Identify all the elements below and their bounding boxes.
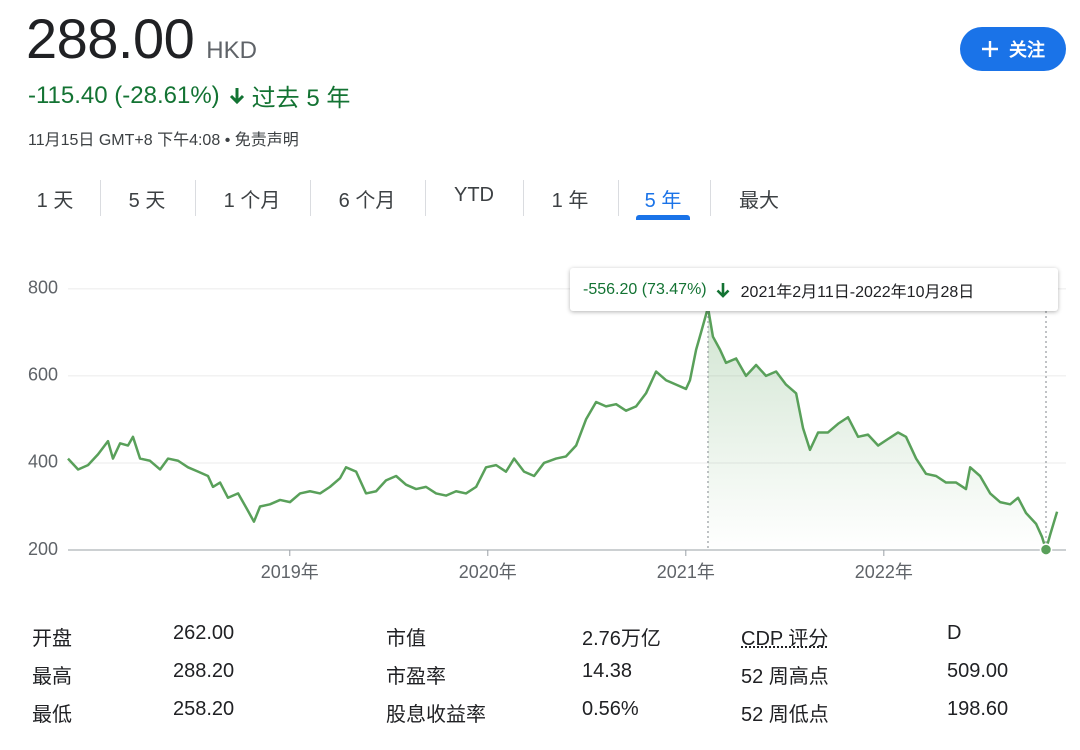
tab-separator <box>100 180 101 216</box>
chart: 200 400 600 800 2019年 2020年 2021年 2022年 <box>28 278 1066 582</box>
range-tooltip: -556.20 (73.47%) 2021年2月11日-2022年10月28日 <box>570 268 1058 311</box>
tab-underline <box>636 215 690 220</box>
stat-value: 258.20 <box>173 698 235 720</box>
tab[interactable]: 最大 <box>739 190 779 212</box>
stat-value: 14.38 <box>582 660 633 682</box>
range-dates: 2021年2月11日-2022年10月28日 <box>740 283 975 301</box>
stat-value: 262.00 <box>173 622 235 644</box>
stat-value: 0.56% <box>582 698 639 720</box>
period: 过去 5 年 <box>251 85 351 112</box>
stat-label: 股息收益率 <box>386 704 486 726</box>
down-arrow <box>229 87 244 104</box>
tab[interactable]: 1 年 <box>551 190 589 212</box>
x-tick-label: 2020年 <box>459 562 517 582</box>
separator: • <box>224 132 231 149</box>
change-row: -115.40 (-28.61%) 过去 5 年 <box>28 78 350 113</box>
tab[interactable]: 6 个月 <box>338 190 396 212</box>
tab-separator <box>310 180 311 216</box>
stat-value: 2.76万亿 <box>582 628 661 650</box>
price-row: 288.00 HKD <box>26 6 257 71</box>
price: 288.00 <box>26 7 195 70</box>
timestamp: 11月15日 GMT+8 下午4:08 <box>28 132 221 149</box>
stat-label: 开盘 <box>32 628 72 650</box>
tab-separator <box>195 180 196 216</box>
stat-value: D <box>947 622 962 644</box>
stat-label[interactable]: CDP 评分 <box>741 628 829 650</box>
x-tick-label: 2019年 <box>261 562 319 582</box>
tab-separator <box>523 180 524 216</box>
price-line <box>67 306 1059 551</box>
timestamp-row: 11月15日 GMT+8 下午4:08 • 免责声明 <box>28 126 299 150</box>
tab[interactable]: 1 天 <box>36 190 74 212</box>
tab[interactable]: 5 年 <box>644 190 682 212</box>
stat-value: 288.20 <box>173 660 235 682</box>
tab[interactable]: YTD <box>454 184 494 206</box>
x-tick-label: 2021年 <box>657 562 715 582</box>
y-tick-label: 200 <box>28 539 58 559</box>
follow-button[interactable]: 关注 <box>960 27 1066 71</box>
range-end-point <box>1039 543 1053 556</box>
tab[interactable]: 1 个月 <box>223 190 281 212</box>
stat-label: 最低 <box>32 704 72 726</box>
stat-value: 198.60 <box>947 698 1009 720</box>
follow-label: 关注 <box>1009 40 1045 60</box>
stat-label: 52 周高点 <box>741 666 829 688</box>
tab-separator <box>618 180 619 216</box>
tab-separator <box>425 180 426 216</box>
stat-label: 市盈率 <box>386 666 446 688</box>
stat-label: 市值 <box>386 628 426 650</box>
plus-icon <box>982 41 998 57</box>
stat-label: 52 周低点 <box>741 704 829 726</box>
change: -115.40 (-28.61%) <box>28 81 220 109</box>
x-tick-label: 2022年 <box>855 562 913 582</box>
y-tick-label: 800 <box>28 278 58 298</box>
tab-separator <box>710 180 711 216</box>
disclaimer-link[interactable]: 免责声明 <box>234 132 299 149</box>
stat-label: 最高 <box>32 666 72 688</box>
tab[interactable]: 5 天 <box>128 190 166 212</box>
range-change: -556.20 (73.47%) <box>583 280 707 298</box>
stat-value: 509.00 <box>947 660 1009 682</box>
down-arrow <box>716 282 730 298</box>
y-tick-label: 600 <box>28 365 58 385</box>
currency: HKD <box>206 37 257 64</box>
range-fill <box>707 307 1047 550</box>
y-tick-label: 400 <box>28 452 58 472</box>
